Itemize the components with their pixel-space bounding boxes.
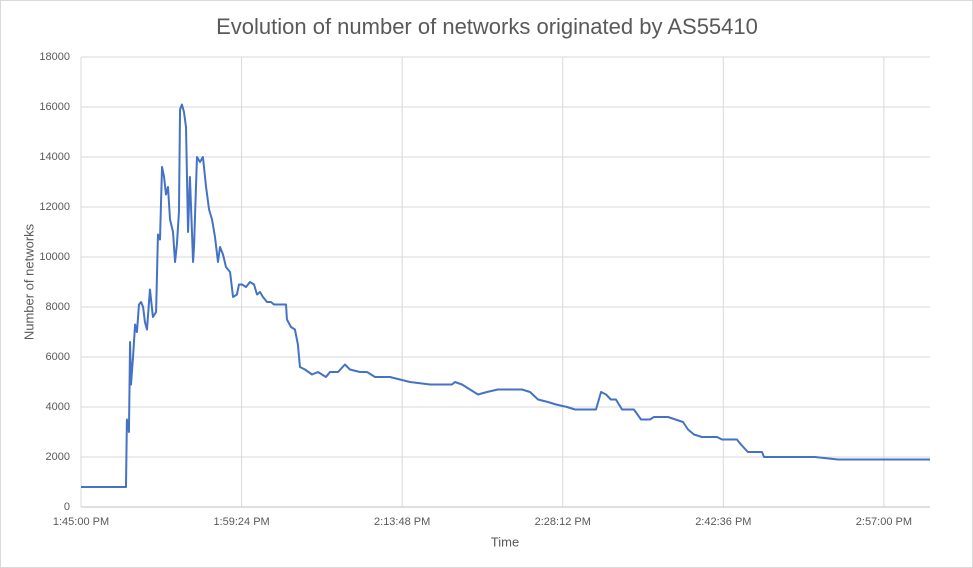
x-tick-label: 1:45:00 PM [53, 516, 109, 528]
x-tick-label: 2:28:12 PM [535, 516, 591, 528]
x-tick-label: 1:59:24 PM [213, 516, 269, 528]
y-tick-label: 16000 [39, 101, 70, 113]
x-axis-title: Time [491, 534, 519, 549]
y-tick-label: 12000 [39, 201, 70, 213]
x-tick-label: 2:57:00 PM [856, 516, 912, 528]
y-tick-label: 14000 [39, 151, 70, 163]
y-tick-label: 10000 [39, 251, 70, 263]
x-tick-label: 2:42:36 PM [695, 516, 751, 528]
y-tick-label: 4000 [46, 401, 70, 413]
y-tick-label: 18000 [39, 51, 70, 63]
y-tick-label: 2000 [46, 451, 70, 463]
y-tick-label: 8000 [46, 301, 70, 313]
chart-title: Evolution of number of networks originat… [216, 14, 758, 39]
y-axis-title: Number of networks [21, 223, 36, 340]
data-line [81, 103, 930, 488]
x-tick-label: 2:13:48 PM [374, 516, 430, 528]
y-tick-label: 0 [64, 501, 70, 513]
y-tick-label: 6000 [46, 351, 70, 363]
